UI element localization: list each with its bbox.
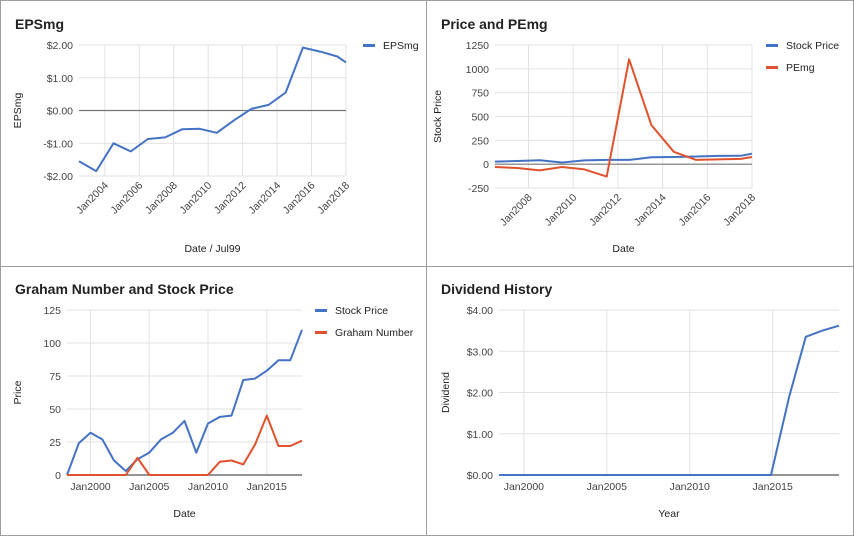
series-line-stock-price — [66, 329, 303, 476]
y-tick-label: -$1.00 — [43, 138, 73, 150]
dividend-panel: Dividend History $4.00 $3.00 $2.00 $1.00 $0.0… — [426, 266, 854, 536]
graham-chart: Graham Number and Stock Price 125 100 75 50 2… — [12, 281, 414, 520]
x-tick-label: Jan2005 — [587, 481, 627, 493]
y-tick-label: $0.00 — [467, 470, 493, 482]
y-tick-label: 125 — [43, 305, 61, 317]
y-tick-label: 1000 — [466, 64, 490, 76]
x-axis-title: Date — [612, 243, 634, 255]
x-tick-label: Jan2000 — [504, 481, 544, 493]
series-line-epsmg — [78, 46, 347, 173]
x-tick-label: Jan2010 — [188, 481, 228, 493]
series-line-pemg — [494, 58, 753, 178]
y-tick-label: $1.00 — [467, 429, 493, 441]
y-tick-label: 75 — [49, 371, 61, 383]
x-tick-label: Jan2012 — [212, 180, 249, 217]
x-tick-label: Jan2015 — [247, 481, 287, 493]
legend-label: Stock Price — [335, 305, 388, 317]
x-tick-label: Jan2000 — [70, 481, 110, 493]
x-tick-label: Jan2008 — [498, 192, 535, 229]
series-line-dividend — [499, 324, 840, 476]
y-tick-label: 100 — [43, 338, 61, 350]
y-tick-label: -$2.00 — [43, 171, 73, 183]
price-pe-chart: Price and PEmg 1250 1000 750 500 250 0 -250 Jan2… — [432, 16, 839, 255]
x-tick-label: Jan2008 — [143, 180, 180, 217]
chart-title: Price and PEmg — [441, 16, 548, 32]
x-tick-label: Jan2018 — [315, 180, 352, 217]
x-tick-label: Jan2010 — [177, 180, 214, 217]
y-tick-label: $3.00 — [467, 346, 493, 358]
x-tick-label: Jan2006 — [108, 180, 145, 217]
graham-panel: Graham Number and Stock Price 125 100 75 50 2… — [0, 266, 428, 536]
x-tick-label: Jan2010 — [542, 192, 579, 229]
eps-chart: EPSmg$2.00$1.00$0.00-$1.00-$2.00Jan2004J… — [12, 16, 419, 255]
y-tick-label: 50 — [49, 404, 61, 416]
series-line-graham-number — [67, 414, 303, 476]
x-tick-label: Jan2014 — [632, 192, 669, 229]
y-tick-label: $1.00 — [47, 73, 73, 85]
y-tick-label: -250 — [468, 183, 489, 195]
y-tick-label: 250 — [471, 135, 489, 147]
x-tick-label: Jan2016 — [281, 180, 318, 217]
legend-swatch — [315, 331, 327, 334]
y-tick-label: 750 — [471, 88, 489, 100]
eps-panel: EPSmg $2.00 $1.00 $0.00 -$1.00 -$2.00 Jan2004 J… — [0, 0, 428, 268]
y-axis-title: EPSmg — [12, 93, 24, 129]
legend-swatch — [766, 66, 778, 69]
legend-label: Graham Number — [335, 327, 414, 339]
y-tick-label: 500 — [471, 112, 489, 124]
dividend-chart: Dividend History $4.00 $3.00 $2.00 $1.00 $0.0… — [440, 281, 840, 520]
y-tick-label: 25 — [49, 437, 61, 449]
price-pe-panel: Price and PEmg 1250 1000 750 500 250 0 -250 Jan2… — [426, 0, 854, 268]
legend-swatch — [363, 44, 375, 47]
chart-title: Graham Number and Stock Price — [15, 281, 234, 297]
legend-label: EPSmg — [383, 40, 419, 52]
y-axis-title: Price — [12, 380, 24, 404]
y-tick-label: 0 — [55, 470, 61, 482]
y-tick-label: $2.00 — [47, 40, 73, 52]
series-line-stock-price — [494, 152, 753, 164]
x-tick-label: Jan2016 — [676, 192, 713, 229]
y-axis-title: Stock Price — [432, 90, 444, 143]
x-axis-title: Year — [658, 508, 680, 520]
y-axis-title: Dividend — [440, 372, 452, 413]
legend-label: Stock Price — [786, 40, 839, 52]
y-tick-label: 1250 — [466, 40, 490, 52]
x-tick-label: Jan2004 — [74, 180, 111, 217]
legend-label: PEmg — [786, 62, 815, 74]
y-tick-label: 0 — [483, 159, 489, 171]
x-tick-label: Jan2005 — [129, 481, 169, 493]
y-tick-label: $2.00 — [467, 388, 493, 400]
x-tick-label: Jan2015 — [753, 481, 793, 493]
legend-swatch — [766, 44, 778, 47]
x-tick-label: Jan2014 — [246, 180, 283, 217]
x-tick-label: Jan2018 — [721, 192, 758, 229]
chart-title: Dividend History — [441, 281, 552, 297]
x-axis-title: Date / Jul99 — [184, 243, 240, 255]
legend-swatch — [315, 309, 327, 312]
chart-title: EPSmg — [15, 16, 64, 32]
y-tick-label: $4.00 — [467, 305, 493, 317]
x-tick-label: Jan2012 — [587, 192, 624, 229]
y-tick-label: $0.00 — [47, 106, 73, 118]
x-tick-label: Jan2010 — [670, 481, 710, 493]
x-axis-title: Date — [173, 508, 195, 520]
